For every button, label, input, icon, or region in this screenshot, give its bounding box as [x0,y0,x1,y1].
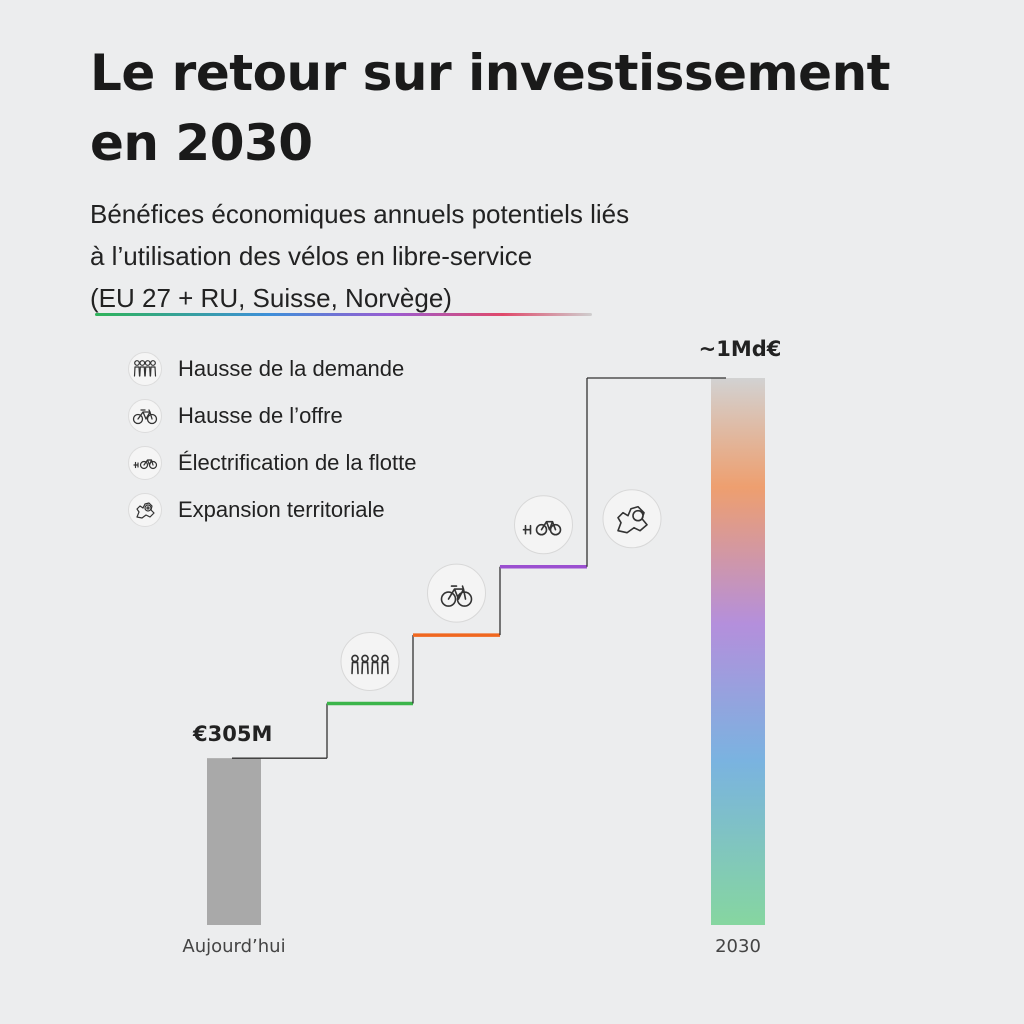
subtitle-line-3: (EU 27 + RU, Suisse, Norvège) [90,283,452,313]
ebike-plug-icon [514,495,573,555]
legend-item-supply: Hausse de l’offre [128,392,416,439]
bicycle-icon [128,398,162,433]
subtitle: Bénéfices économiques annuels potentiels… [90,193,810,319]
chart-legend: Hausse de la demande Hausse de l’offre É… [128,345,416,533]
legend-label-electrification: Électrification de la flotte [178,449,417,475]
legend-item-demand: Hausse de la demande [128,345,416,392]
people-icon [128,351,162,386]
legend-label-territory: Expansion territoriale [178,496,385,522]
bar-start [207,758,261,925]
legend-item-electrification: Électrification de la flotte [128,439,416,486]
tick-label-end: 2030 [715,936,761,957]
data-label-start: €305M [192,722,272,746]
europe-map-icon [602,489,662,549]
legend-item-territory: Expansion territoriale [128,486,416,533]
legend-label-demand: Hausse de la demande [178,355,405,381]
subtitle-line-1: Bénéfices économiques annuels potentiels… [90,199,630,229]
legend-label-supply: Hausse de l’offre [178,402,343,428]
subtitle-line-2: à l’utilisation des vélos en libre-servi… [90,241,533,271]
tick-label-start: Aujourd’hui [182,936,285,957]
europe-map-icon [128,492,162,527]
rainbow-divider [95,313,592,316]
ebike-plug-icon [128,445,162,480]
page-title: Le retour sur investissement en 2030 [90,44,891,172]
bar-end [711,378,765,925]
bicycle-icon [427,563,486,623]
data-label-end: ~1Md€ [699,337,782,361]
people-icon [340,631,400,691]
